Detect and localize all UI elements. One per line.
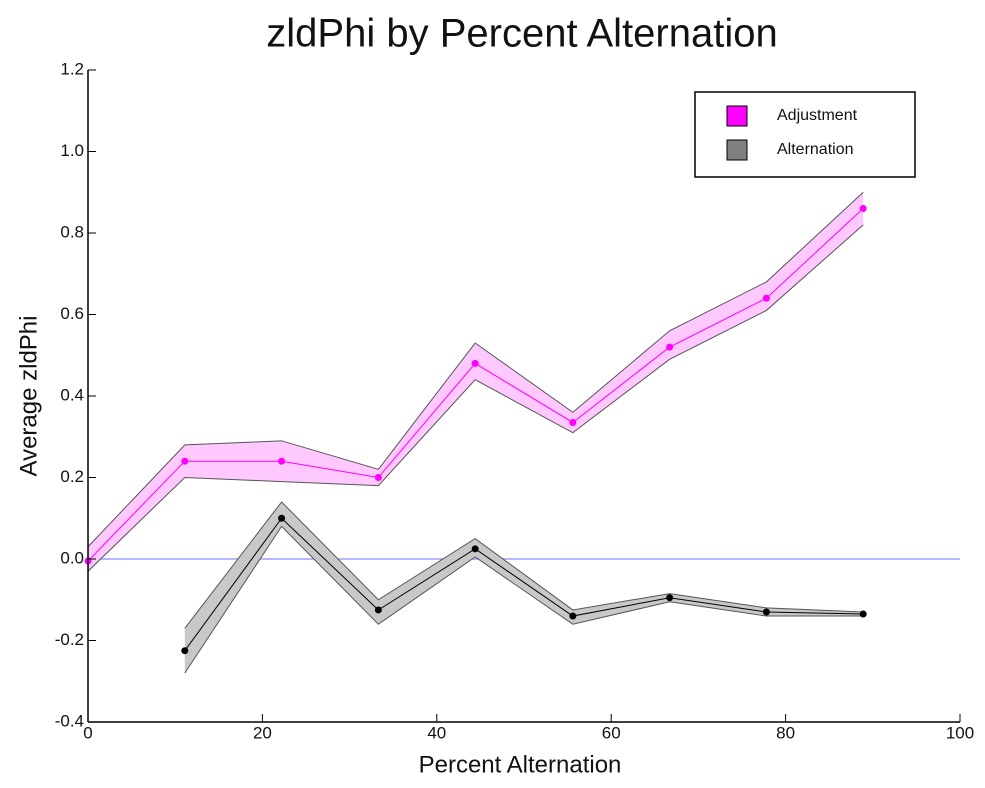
band-edge bbox=[184, 501, 864, 629]
y-axis-label: Average zldPhi bbox=[15, 316, 42, 477]
point bbox=[762, 294, 770, 302]
y-tick-label: 0.0 bbox=[60, 548, 84, 567]
x-tick-label: 60 bbox=[602, 723, 621, 742]
chart-title: zldPhi by Percent Alternation bbox=[266, 12, 777, 56]
legend-box bbox=[694, 91, 916, 178]
band-edge bbox=[87, 224, 864, 572]
point bbox=[762, 608, 770, 616]
band bbox=[88, 192, 864, 572]
y-tick-label: 0.2 bbox=[60, 467, 84, 486]
legend-swatch bbox=[726, 139, 748, 161]
legend-label: Adjustment bbox=[777, 107, 858, 124]
point bbox=[471, 545, 479, 553]
legend-swatch bbox=[726, 105, 748, 127]
point bbox=[374, 606, 382, 614]
x-tick-label: 100 bbox=[946, 723, 974, 742]
point bbox=[666, 594, 674, 602]
x-tick-label: 80 bbox=[776, 723, 795, 742]
point bbox=[181, 647, 189, 655]
point bbox=[569, 612, 577, 620]
point bbox=[471, 359, 479, 367]
point bbox=[181, 457, 189, 465]
band-edge bbox=[184, 525, 864, 674]
series-line bbox=[87, 208, 864, 562]
y-tick-label: 1.2 bbox=[60, 59, 84, 78]
series-line bbox=[184, 517, 864, 651]
point bbox=[278, 457, 286, 465]
point bbox=[666, 343, 674, 351]
point bbox=[374, 474, 382, 481]
y-tick-label: -0.4 bbox=[55, 711, 84, 730]
band-edge bbox=[87, 191, 864, 548]
x-tick-label: 40 bbox=[427, 723, 446, 742]
y-tick-label: 1.0 bbox=[60, 141, 84, 160]
y-tick-label: 0.4 bbox=[60, 385, 84, 404]
band bbox=[184, 501, 864, 674]
y-tick-label: 0.8 bbox=[60, 222, 84, 241]
y-tick-label: 0.6 bbox=[60, 304, 84, 323]
y-tick-label: -0.2 bbox=[55, 630, 84, 649]
point bbox=[859, 610, 867, 618]
point bbox=[278, 514, 286, 522]
x-tick-label: 20 bbox=[253, 723, 272, 742]
x-tick-label: 0 bbox=[83, 723, 92, 742]
point bbox=[859, 205, 867, 213]
x-axis-label: Percent Alternation bbox=[419, 751, 622, 778]
point bbox=[569, 418, 577, 426]
legend-label: Alternation bbox=[777, 141, 854, 158]
